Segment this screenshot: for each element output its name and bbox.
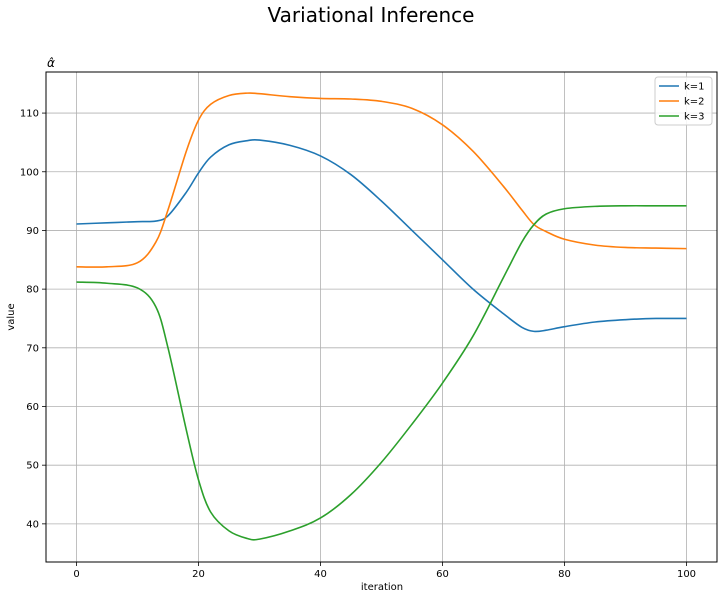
plot-area-frame [45,71,718,563]
series-lines [76,92,687,541]
x-tick-label: 60 [436,569,449,580]
series-line-k2 [76,92,687,268]
y-tick-label: 60 [26,402,39,413]
y-tick-label: 90 [26,226,39,237]
series-line-k1 [76,138,687,333]
y-tick-label: 110 [20,109,39,120]
figure-suptitle: Variational Inference [268,3,475,27]
y-tick-label: 80 [26,285,39,296]
y-axis-label: value [6,303,17,330]
legend-entry-label: k=1 [684,82,705,93]
y-tick-label: 100 [20,167,39,178]
x-tick-label: 0 [73,569,79,580]
x-axis-label: iteration [361,582,403,593]
legend-box [654,76,713,126]
legend-entry-label: k=3 [684,112,705,123]
x-tick-label: 40 [314,569,327,580]
axis-ticks: 0 20 40 60 80 100 40 50 60 70 80 90 100 110 [20,109,696,580]
gridlines [46,72,717,562]
x-tick-label: 20 [192,569,205,580]
x-tick-label: 80 [558,569,571,580]
y-tick-label: 50 [26,461,39,472]
y-tick-label: 70 [26,343,39,354]
y-tick-label: 40 [26,519,39,530]
x-tick-label: 100 [677,569,696,580]
legend-entry-label: k=2 [684,97,705,108]
series-line-k3 [76,204,687,541]
legend: k=1 k=2 k=3 [654,76,713,126]
axes-title: α̂ [47,56,55,70]
